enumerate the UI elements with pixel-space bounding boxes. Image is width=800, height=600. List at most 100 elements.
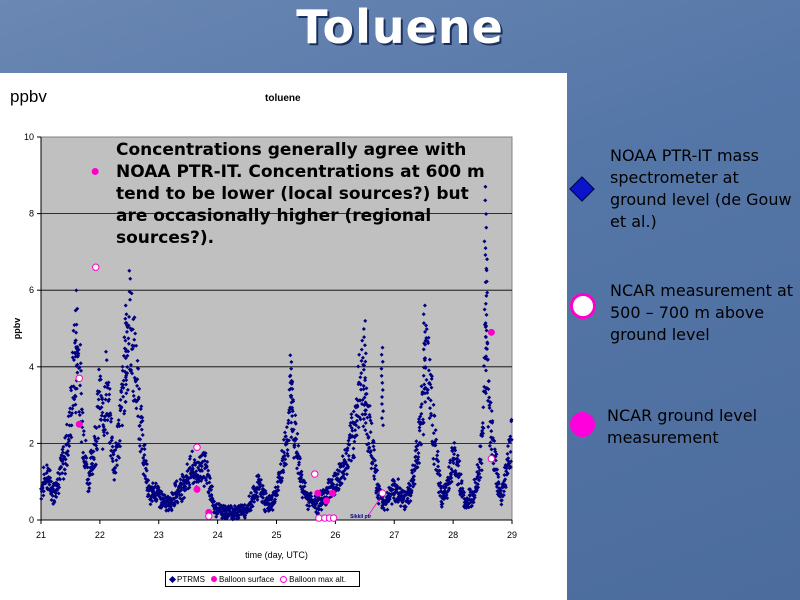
ptrms-point (284, 462, 289, 467)
ptrms-point (347, 442, 352, 447)
ptrms-point (298, 456, 303, 461)
ptrms-point (73, 386, 78, 391)
ptrms-point (356, 425, 361, 430)
ptrms-point (485, 341, 490, 346)
white-circle-icon (570, 293, 596, 319)
ptrms-point (483, 252, 488, 257)
ptrms-point (144, 468, 149, 473)
ptrms-point (350, 428, 355, 433)
ptrms-point (480, 421, 485, 426)
ptrms-point (105, 431, 110, 436)
ptrms-point (275, 493, 280, 498)
ptrms-point (44, 463, 49, 468)
balloon-max-alt-point (329, 514, 338, 522)
ptrms-point (85, 465, 90, 470)
ptrms-point (484, 225, 489, 230)
ptrms-point (124, 378, 129, 383)
ptrms-point (209, 487, 214, 492)
ptrms-point (94, 443, 99, 448)
ptrms-point (363, 392, 368, 397)
ptrms-point (482, 239, 487, 244)
ptrms-point (372, 466, 377, 471)
ptrms-point (477, 471, 482, 476)
ptrms-point (393, 499, 398, 504)
ptrms-point (52, 500, 57, 505)
ptrms-point (471, 500, 476, 505)
ptrms-point (120, 382, 125, 387)
ptrms-point (108, 453, 113, 458)
ptrms-point (483, 301, 488, 306)
ptrms-point (478, 475, 483, 480)
ptrms-point (208, 476, 213, 481)
ptrms-point (131, 389, 136, 394)
ptrms-point (65, 449, 70, 454)
balloon-max-alt-point (487, 455, 496, 463)
ptrms-point (73, 394, 78, 399)
balloon-max-alt-point (193, 443, 201, 451)
ptrms-point (96, 367, 101, 372)
x-tick-label: 28 (448, 530, 458, 540)
ptrms-point (414, 447, 419, 452)
diamond-marker-icon (168, 575, 177, 583)
ptrms-point (412, 482, 417, 487)
y-tick-label: 6 (29, 285, 34, 295)
ptrms-point (308, 491, 313, 496)
ptrms-point (367, 415, 372, 420)
ptrms-point (411, 484, 416, 489)
ptrms-point (242, 515, 247, 520)
ptrms-point (299, 469, 304, 474)
ptrms-point (55, 487, 60, 492)
ptrms-point (103, 427, 108, 432)
ptrms-point (421, 321, 426, 326)
ptrms-point (289, 427, 294, 432)
ptrms-point (501, 489, 506, 494)
ptrms-point (258, 477, 263, 482)
side-legend-noaa: NOAA PTR-IT mass spectrometer at ground … (610, 146, 792, 231)
x-tick-label: 21 (36, 530, 46, 540)
ptrms-point (296, 443, 301, 448)
ptrms-point (255, 497, 260, 502)
ptrms-point (120, 364, 125, 369)
ptrms-point (499, 498, 504, 503)
ptrms-point (457, 459, 462, 464)
ptrms-point (484, 268, 489, 273)
panel-ylabel: ppbv (10, 87, 47, 106)
ptrms-point (136, 366, 141, 371)
ptrms-point (289, 366, 294, 371)
ptrms-point (99, 405, 104, 410)
ptrms-point (420, 417, 425, 422)
ptrms-point (487, 395, 492, 400)
x-tick-label: 22 (95, 530, 105, 540)
ptrms-point (142, 442, 147, 447)
ptrms-point (446, 465, 451, 470)
ptrms-point (344, 472, 349, 477)
ptrms-point (319, 507, 324, 512)
ptrms-point (273, 497, 278, 502)
ptrms-point (69, 435, 74, 440)
ptrms-point (372, 447, 377, 452)
ptrms-point (481, 426, 486, 431)
ptrms-point (110, 435, 115, 440)
ptrms-point (342, 476, 347, 481)
ptrms-point (282, 450, 287, 455)
ptrms-point (41, 493, 46, 498)
ptrms-point (73, 354, 78, 359)
balloon-surface-point (314, 489, 322, 497)
ptrms-point (456, 481, 461, 486)
ptrms-point (243, 513, 248, 518)
ptrms-point (371, 474, 376, 479)
ptrms-point (358, 382, 363, 387)
ptrms-point (421, 373, 426, 378)
y-tick-label: 10 (24, 132, 34, 142)
ptrms-point (41, 465, 46, 470)
ptrms-point (367, 445, 372, 450)
ptrms-point (381, 409, 386, 414)
ptrms-point (359, 347, 364, 352)
ptrms-point (87, 481, 92, 486)
ptrms-point (100, 401, 105, 406)
ptrms-point (193, 463, 198, 468)
ptrms-point (436, 459, 441, 464)
y-tick-label: 2 (29, 438, 34, 448)
ptrms-point (123, 338, 128, 343)
ptrms-point (110, 456, 115, 461)
